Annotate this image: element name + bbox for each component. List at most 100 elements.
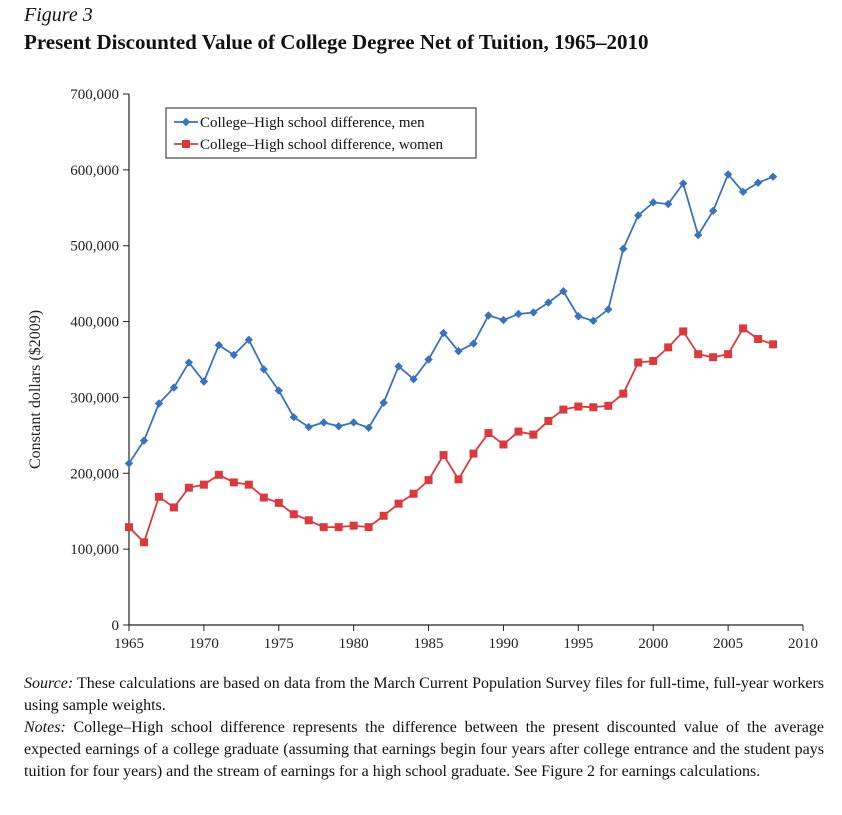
data-point (184, 358, 194, 367)
data-point (184, 483, 193, 492)
data-point (604, 305, 613, 314)
data-point (499, 440, 508, 449)
data-point (454, 475, 463, 484)
data-point (439, 328, 448, 338)
data-point (724, 350, 733, 359)
data-point (694, 350, 703, 359)
data-point (319, 523, 328, 532)
source-note: Source: These calculations are based on … (24, 673, 824, 717)
data-point (544, 416, 553, 425)
data-point (379, 398, 388, 407)
notes-note: Notes: College–High school difference re… (24, 717, 824, 783)
line-chart: 0 100,000 200,000 300,000 400,000 500,000 600,… (27, 87, 818, 652)
y-axis-label: Constant dollars ($2009) (27, 310, 44, 469)
figure-notes: Source: These calculations are based on … (24, 673, 824, 783)
data-point (289, 412, 298, 422)
series-line (128, 173, 774, 464)
data-point (574, 312, 583, 321)
figure-title: Present Discounted Value of College Degr… (24, 30, 649, 54)
data-point (319, 418, 328, 427)
data-point (424, 355, 433, 364)
data-point (754, 335, 763, 344)
data-point (409, 375, 418, 384)
data-point (634, 358, 643, 367)
data-point (154, 492, 163, 501)
data-point (484, 429, 493, 438)
data-point (649, 198, 658, 207)
data-point (214, 470, 223, 479)
legend-item: College–High school difference, women (174, 137, 443, 153)
data-point (589, 403, 598, 412)
data-point (304, 422, 313, 432)
data-point (125, 523, 133, 532)
data-point (664, 343, 673, 352)
data-point (619, 244, 628, 253)
data-point (484, 311, 493, 320)
data-point (514, 309, 523, 319)
figure-label: Figure 3 (24, 4, 93, 26)
data-point (289, 510, 298, 519)
data-point (379, 511, 388, 520)
data-point (544, 298, 553, 307)
data-point (409, 489, 418, 498)
y-tick-label: 600,000 (70, 163, 119, 179)
data-point (469, 339, 478, 348)
x-tick-label: 1980 (339, 636, 369, 652)
y-tick-label: 300,000 (70, 390, 119, 406)
data-point (364, 523, 373, 532)
data-point (678, 179, 688, 188)
data-point (199, 377, 209, 386)
y-tick-labels: 0 100,000 200,000 300,000 400,000 500,000 600,… (70, 87, 119, 634)
data-point (574, 402, 583, 411)
y-tick-label: 0 (112, 618, 120, 634)
x-tick-label: 1965 (114, 636, 144, 652)
data-point (424, 476, 433, 485)
data-point (439, 451, 448, 460)
data-point (738, 187, 748, 197)
data-point (274, 386, 283, 395)
data-point (139, 436, 149, 445)
x-tick-label: 1995 (563, 636, 593, 652)
data-point (199, 480, 208, 489)
legend-marker (181, 117, 191, 127)
series-women (125, 324, 778, 547)
y-tick-label: 500,000 (70, 239, 119, 255)
legend-box (165, 107, 477, 159)
data-point (259, 365, 268, 374)
data-point (244, 335, 254, 344)
data-point (169, 503, 178, 512)
data-point (229, 478, 238, 487)
data-point (768, 172, 778, 181)
data-point (723, 170, 733, 179)
data-point (769, 340, 778, 349)
data-point (274, 498, 283, 507)
x-tick-labels: 1965 1970 1975 1980 1985 1990 1995 2000 2005 2010 (114, 636, 818, 652)
data-point (559, 405, 568, 414)
legend-label: College–High school difference, women (200, 137, 443, 153)
data-point (304, 516, 313, 525)
series-line (128, 327, 774, 544)
notes-label: Notes: (24, 719, 66, 736)
x-tick-label: 2005 (713, 636, 743, 652)
data-point (469, 449, 478, 458)
data-point (619, 389, 628, 398)
data-point (708, 206, 718, 216)
data-point (214, 340, 224, 350)
data-point (559, 287, 568, 296)
data-point (334, 523, 343, 532)
y-tick-label: 100,000 (70, 542, 119, 558)
series-men (124, 170, 778, 468)
legend-marker (182, 140, 190, 148)
source-label: Source: (24, 675, 74, 692)
x-tick-label: 1990 (488, 636, 518, 652)
data-point (244, 480, 253, 489)
notes-text: College–High school difference represent… (24, 719, 824, 780)
chart-axes (123, 93, 804, 631)
x-tick-label: 2000 (638, 636, 668, 652)
x-tick-label: 1970 (189, 636, 219, 652)
x-tick-label: 1975 (264, 636, 294, 652)
data-point (739, 324, 748, 333)
data-point (709, 353, 718, 362)
x-tick-label: 2010 (788, 636, 818, 652)
data-point (529, 308, 538, 317)
